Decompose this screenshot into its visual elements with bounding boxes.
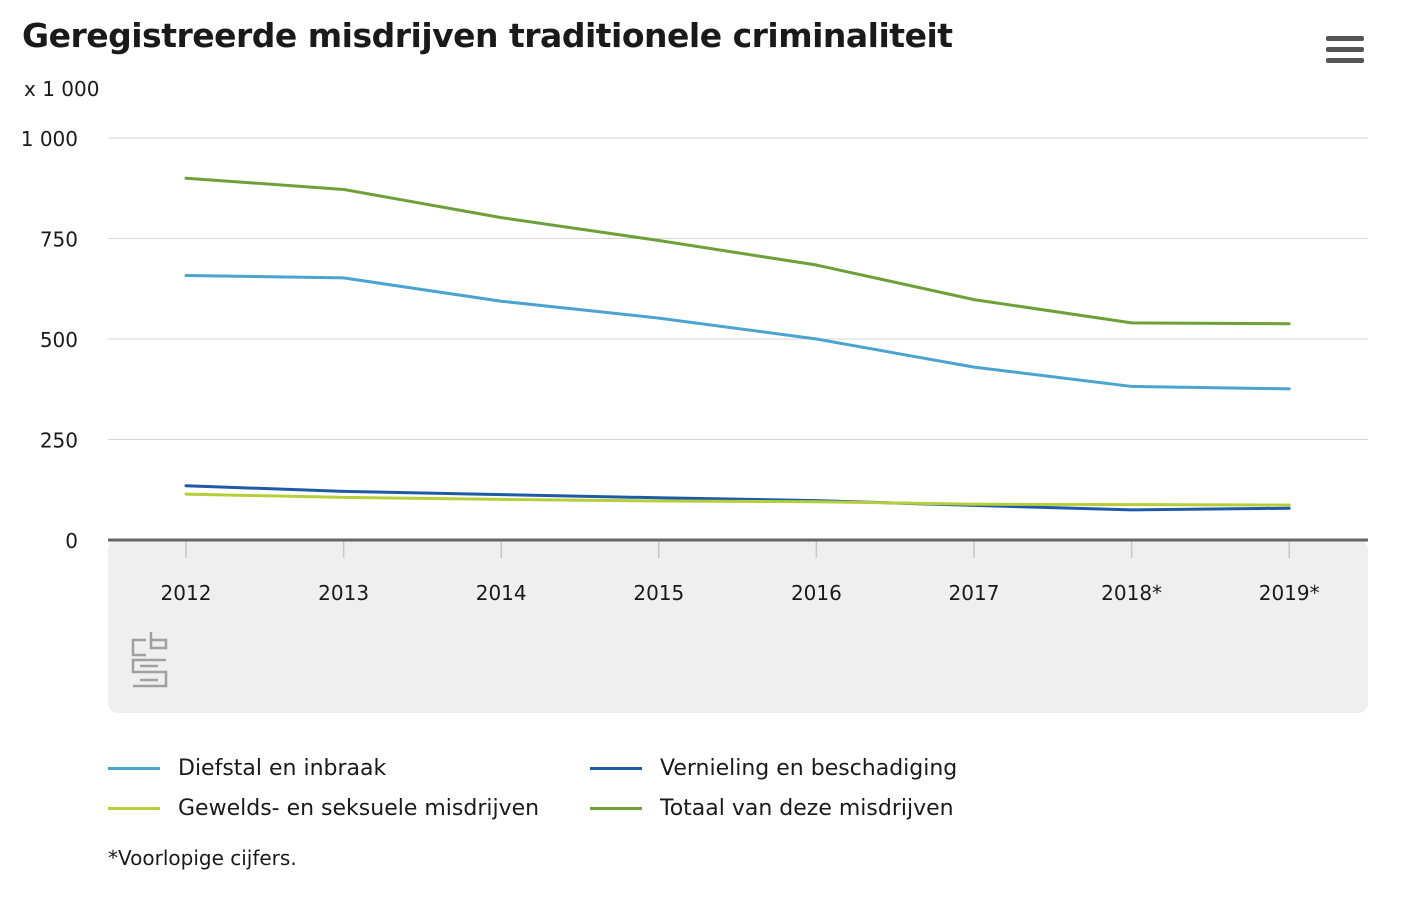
x-axis-panel: [108, 540, 1368, 713]
y-axis-ticks: 0 250 500 750 1 000: [21, 127, 78, 553]
series-line-0[interactable]: [184, 273, 1291, 391]
legend-swatch: [590, 766, 642, 770]
y-tick-label: 500: [40, 328, 78, 352]
legend-swatch: [108, 806, 160, 810]
x-tick-label: 2016: [791, 581, 842, 605]
x-tick-label: 2013: [318, 581, 369, 605]
y-tick-label: 1 000: [21, 127, 78, 151]
x-tick-label: 2018*: [1101, 581, 1162, 605]
x-tick-label: 2014: [476, 581, 527, 605]
legend-label: Diefstal en inbraak: [178, 755, 387, 781]
legend-swatch: [590, 806, 642, 810]
x-tick-label: 2015: [633, 581, 684, 605]
legend-item-totaal[interactable]: Totaal van deze misdrijven: [590, 790, 954, 826]
footnote: *Voorlopige cijfers.: [108, 846, 297, 870]
series-lines: [184, 176, 1291, 512]
series-line-3[interactable]: [184, 176, 1291, 326]
legend-swatch: [108, 766, 160, 770]
y-tick-label: 750: [40, 228, 78, 252]
legend-label: Vernieling en beschadiging: [660, 755, 958, 781]
legend-item-vernieling[interactable]: Vernieling en beschadiging: [590, 750, 957, 786]
x-tick-label: 2017: [949, 581, 1000, 605]
chart-legend: Diefstal en inbraak Vernieling en bescha…: [108, 750, 1108, 840]
chart-title: Geregistreerde misdrijven traditionele c…: [22, 16, 953, 55]
y-tick-label: 0: [65, 529, 78, 553]
y-axis-unit-label: x 1 000: [24, 77, 100, 101]
legend-label: Gewelds- en seksuele misdrijven: [178, 795, 540, 821]
legend-item-geweld[interactable]: Gewelds- en seksuele misdrijven: [108, 790, 539, 826]
legend-label: Totaal van deze misdrijven: [660, 795, 954, 821]
x-tick-label: 2012: [161, 581, 212, 605]
cbs-logo-icon: [131, 632, 168, 688]
legend-item-diefstal[interactable]: Diefstal en inbraak: [108, 750, 386, 786]
x-axis-ticks: 2012 2013 2014 2015 2016 2017 2018* 2019*: [161, 540, 1320, 605]
series-line-2[interactable]: [184, 492, 1291, 507]
series-line-1[interactable]: [184, 484, 1291, 512]
y-tick-label: 250: [40, 429, 78, 453]
grid-lines: [108, 137, 1368, 440]
x-tick-label: 2019*: [1259, 581, 1320, 605]
hamburger-menu-icon[interactable]: [1326, 36, 1364, 66]
